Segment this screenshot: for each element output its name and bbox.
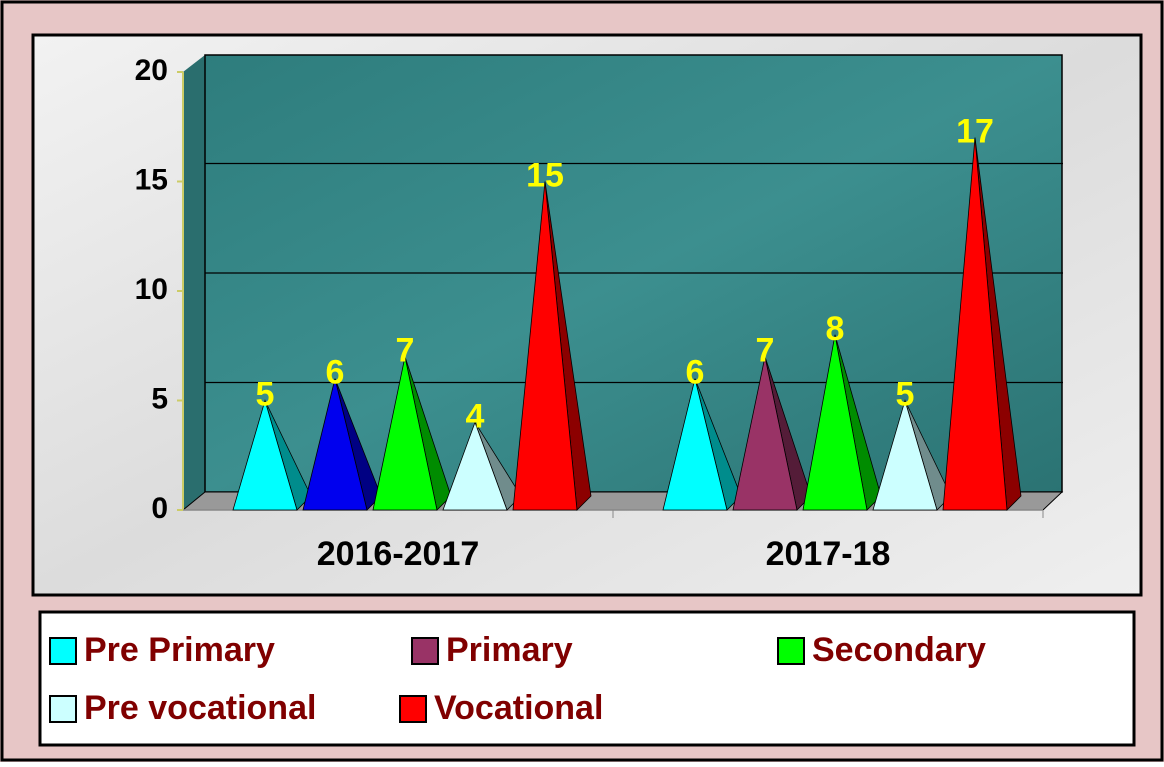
legend-label: Secondary [812, 631, 986, 669]
data-label: 6 [326, 354, 345, 392]
cone [732, 356, 798, 511]
x-tick-label: 2017-18 [766, 535, 891, 573]
side-wall [183, 55, 205, 510]
legend-label: Primary [446, 631, 573, 669]
y-tick-label: 5 [151, 382, 168, 415]
legend [38, 610, 1136, 747]
legend-swatch [49, 637, 77, 665]
cone [662, 378, 728, 511]
cone [942, 137, 1008, 511]
legend-label: Pre Primary [84, 631, 275, 669]
y-tick-label: 20 [135, 54, 168, 87]
cone [372, 356, 438, 511]
y-tick-label: 0 [151, 492, 168, 525]
data-label: 7 [756, 332, 775, 370]
cone [442, 421, 508, 511]
y-tick-label: 15 [135, 163, 168, 196]
cone [512, 181, 578, 511]
legend-label: Pre vocational [84, 689, 316, 727]
legend-label: Vocational [434, 689, 603, 727]
y-tick-label: 10 [135, 273, 168, 306]
data-label: 5 [256, 375, 275, 413]
data-label: 6 [686, 354, 705, 392]
data-label: 7 [396, 332, 415, 370]
legend-swatch [399, 695, 427, 723]
x-tick-label: 2016-2017 [317, 535, 480, 573]
legend-swatch [777, 637, 805, 665]
data-label: 5 [896, 375, 915, 413]
cone [302, 378, 368, 511]
data-label: 4 [466, 397, 485, 435]
cone [872, 399, 938, 511]
data-label: 15 [526, 156, 564, 194]
data-label: 17 [956, 113, 994, 151]
cone [802, 334, 868, 511]
data-label: 8 [826, 310, 845, 348]
legend-swatch [411, 637, 439, 665]
legend-swatch [49, 695, 77, 723]
cone [232, 399, 298, 511]
